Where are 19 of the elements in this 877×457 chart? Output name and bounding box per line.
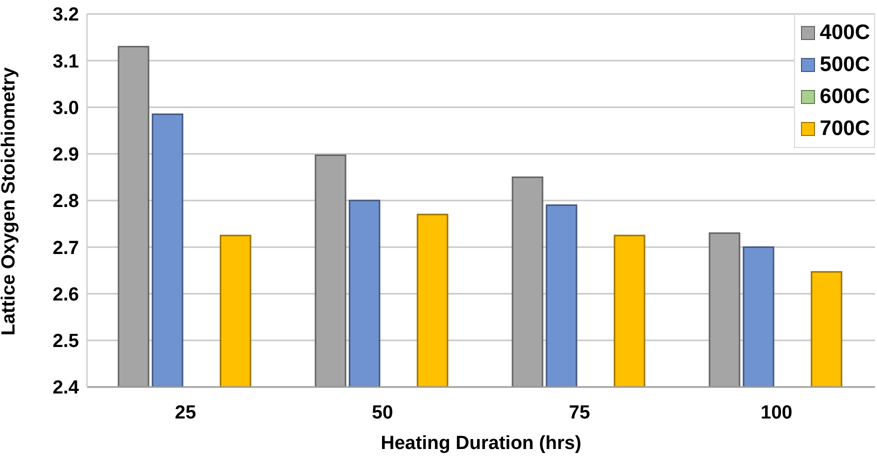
y-tick-label: 2.6 xyxy=(52,284,79,306)
legend-label: 700C xyxy=(820,117,870,141)
y-tick-label: 3.2 xyxy=(52,4,79,26)
y-tick-label: 2.8 xyxy=(52,191,79,212)
x-tick-label: 75 xyxy=(568,402,590,424)
x-tick-label: 50 xyxy=(372,402,394,424)
legend-label: 600C xyxy=(820,85,870,109)
legend-label: 400C xyxy=(820,21,870,45)
x-tick-label: 100 xyxy=(760,402,792,424)
y-tick-label: 2.7 xyxy=(52,238,79,259)
x-tick-label: 25 xyxy=(174,402,196,424)
y-tick-label: 2.5 xyxy=(52,331,80,352)
y-tick-label: 2.9 xyxy=(52,144,79,166)
y-tick-label: 3.0 xyxy=(52,98,79,119)
y-tick-label: 2.4 xyxy=(52,378,80,399)
y-axis-title: Lattice Oxygen Stoichiometry xyxy=(0,66,20,336)
legend-label: 500C xyxy=(820,53,870,77)
x-axis-title: Heating Duration (hrs) xyxy=(380,433,582,454)
y-tick-label: 3.1 xyxy=(52,51,80,72)
